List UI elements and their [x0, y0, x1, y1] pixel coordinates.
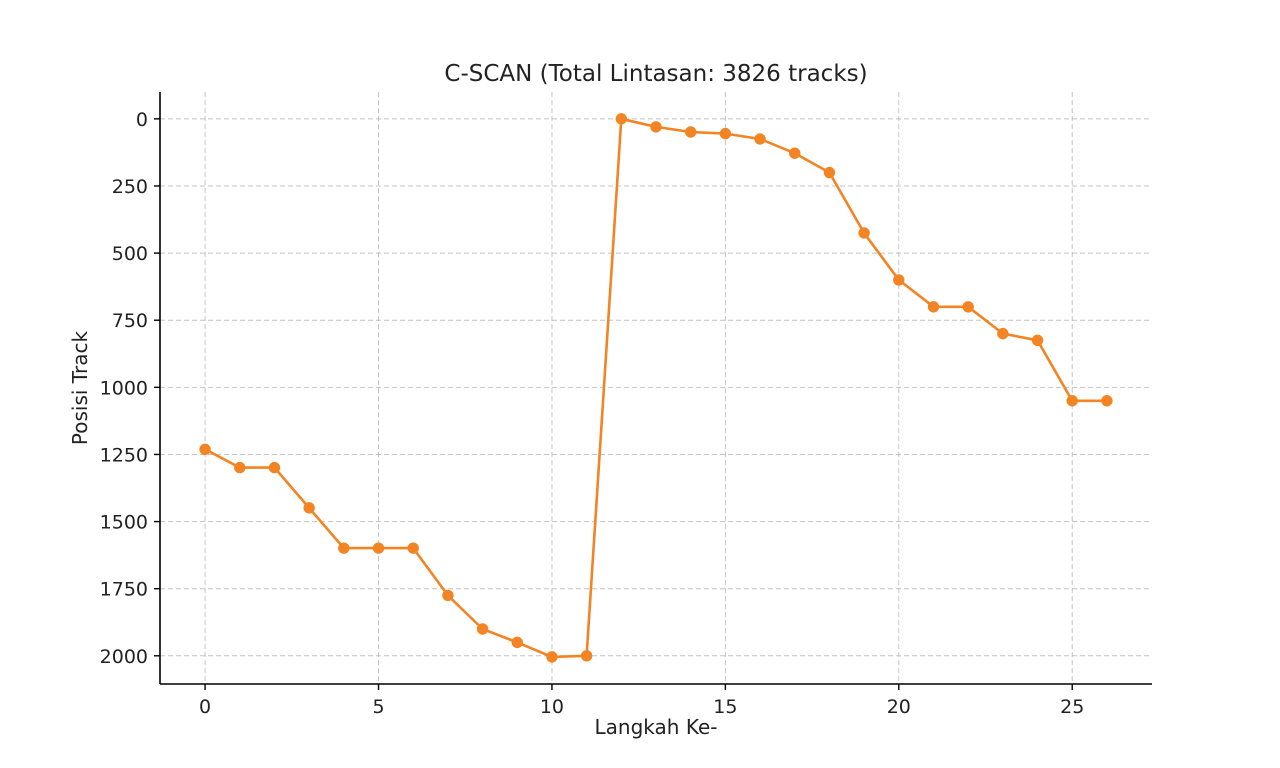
y-tick-label: 0: [136, 109, 148, 131]
series-layer: [199, 113, 1113, 663]
data-point: [303, 502, 315, 514]
data-point: [580, 650, 593, 662]
y-tick-label: 500: [112, 243, 148, 265]
x-tick-label: 5: [372, 696, 384, 718]
x-tick-label: 15: [713, 696, 737, 718]
data-point: [372, 542, 385, 554]
y-tick-label: 2000: [100, 646, 148, 668]
data-point: [754, 133, 766, 145]
data-point: [927, 301, 940, 313]
data-point: [858, 227, 870, 239]
data-point: [1066, 395, 1078, 407]
data-point: [684, 126, 697, 138]
x-tick-label: 10: [540, 696, 564, 718]
data-point: [338, 542, 350, 554]
data-point: [789, 147, 801, 159]
y-tick-label: 1250: [100, 444, 148, 466]
data-point: [823, 166, 836, 179]
data-point: [1101, 395, 1113, 407]
data-point: [650, 121, 662, 133]
data-point: [476, 623, 489, 635]
data-point: [893, 274, 905, 286]
x-tick-label: 25: [1060, 696, 1084, 718]
data-point: [997, 327, 1009, 340]
y-tick-label: 250: [112, 176, 148, 198]
x-tick-label: 0: [199, 696, 211, 718]
series-line: [203, 117, 1109, 659]
data-point: [719, 127, 732, 140]
data-point: [234, 461, 246, 474]
chart-title: C-SCAN (Total Lintasan: 3826 tracks): [444, 61, 867, 87]
y-axis-label: Posisi Track: [68, 330, 92, 445]
y-tick-label: 1500: [100, 512, 148, 534]
grid-layer: [160, 92, 1152, 684]
x-tick-label: 20: [887, 696, 911, 718]
data-point: [199, 443, 211, 456]
data-point: [546, 651, 558, 663]
data-point: [962, 301, 974, 313]
data-point: [615, 113, 628, 125]
x-axis-label: Langkah Ke-: [595, 715, 718, 739]
data-point: [1031, 334, 1044, 347]
y-tick-label: 1000: [100, 377, 148, 399]
data-point: [268, 461, 281, 474]
data-point: [511, 636, 523, 649]
y-tick-label: 750: [112, 310, 148, 332]
data-point: [442, 589, 454, 602]
data-point: [407, 542, 419, 554]
y-tick-label: 1750: [100, 579, 148, 601]
